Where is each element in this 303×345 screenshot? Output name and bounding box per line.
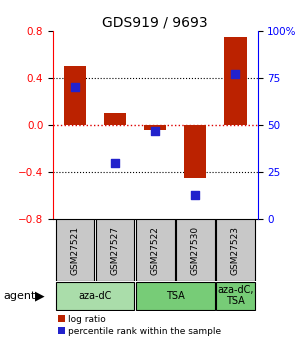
Text: TSA: TSA (166, 291, 185, 301)
Text: GSM27522: GSM27522 (151, 226, 160, 275)
Bar (104, 113, 126, 125)
Bar (216, 282, 255, 310)
Text: GSM27527: GSM27527 (111, 226, 120, 275)
Bar (144, 125, 166, 130)
Bar (184, 125, 206, 178)
Bar (96, 219, 135, 281)
Bar (225, 37, 247, 125)
Legend: log ratio, percentile rank within the sample: log ratio, percentile rank within the sa… (58, 315, 221, 336)
Bar (136, 219, 175, 281)
Bar (56, 219, 94, 281)
Text: GSM27530: GSM27530 (191, 226, 200, 275)
Text: aza-dC: aza-dC (78, 291, 112, 301)
Text: agent: agent (3, 291, 35, 301)
Point (193, 192, 198, 197)
Point (153, 128, 158, 134)
Text: GSM27523: GSM27523 (231, 226, 240, 275)
Bar (216, 219, 255, 281)
Bar (56, 282, 135, 310)
Point (113, 160, 118, 166)
Title: GDS919 / 9693: GDS919 / 9693 (102, 16, 208, 30)
Bar (176, 219, 215, 281)
Text: ▶: ▶ (35, 289, 44, 303)
Bar (136, 282, 215, 310)
Text: GSM27521: GSM27521 (71, 226, 80, 275)
Point (73, 85, 78, 90)
Text: aza-dC,
TSA: aza-dC, TSA (217, 285, 254, 306)
Point (233, 71, 238, 77)
Bar (64, 66, 86, 125)
